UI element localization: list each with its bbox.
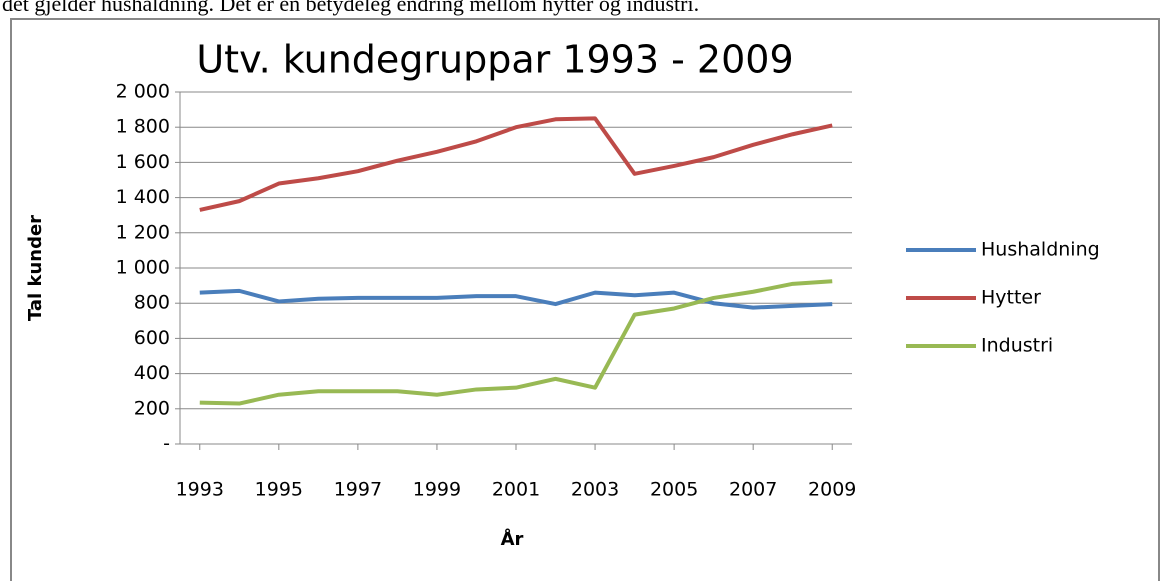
y-tick-label: 800 (134, 292, 170, 314)
document-text: det gjelder hushaldning. Det er en betyd… (2, 0, 700, 16)
y-tick-label: 1 600 (116, 151, 170, 173)
x-tick-label: 1997 (334, 479, 382, 501)
y-tick-label: - (163, 433, 170, 455)
y-tick-label: 600 (134, 327, 170, 349)
y-tick-label: 400 (134, 362, 170, 384)
legend-label: Hytter (981, 287, 1041, 309)
legend-label: Industri (981, 335, 1053, 357)
y-tick-label: 1 400 (116, 186, 170, 208)
legend-label: Hushaldning (981, 239, 1100, 261)
series-line (199, 279, 833, 406)
x-tick-label: 1993 (176, 479, 224, 501)
y-tick-label: 1 000 (116, 257, 170, 279)
x-tick-label: 2001 (492, 479, 540, 501)
y-tick-label: 2 000 (116, 81, 170, 103)
y-axis-label: Tal kunder (25, 215, 46, 321)
x-tick-label: 2007 (729, 479, 777, 501)
x-axis-label: År (501, 527, 524, 550)
y-tick-label: 1 200 (116, 221, 170, 243)
x-tick-label: 1999 (413, 479, 461, 501)
x-tick-label: 1995 (255, 479, 303, 501)
y-tick-label: 1 800 (116, 116, 170, 138)
chart-title: Utv. kundegruppar 1993 - 2009 (196, 38, 793, 82)
series-line (199, 116, 833, 212)
x-tick-label: 2003 (571, 479, 619, 501)
x-tick-label: 2005 (650, 479, 698, 501)
y-tick-label: 200 (134, 397, 170, 419)
series-line (199, 288, 833, 310)
x-tick-label: 2009 (808, 479, 856, 501)
